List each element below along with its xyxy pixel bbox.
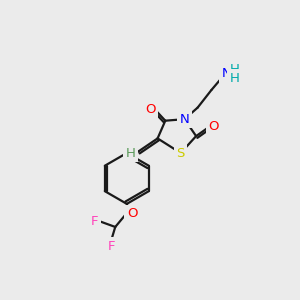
Text: F: F xyxy=(91,215,98,228)
Text: O: O xyxy=(208,120,219,133)
Text: H: H xyxy=(230,72,239,85)
Text: O: O xyxy=(146,103,156,116)
Text: S: S xyxy=(176,146,185,160)
Text: H: H xyxy=(230,63,239,76)
Text: N: N xyxy=(180,113,189,126)
Text: F: F xyxy=(108,240,115,253)
Text: O: O xyxy=(127,207,137,220)
Text: H: H xyxy=(126,146,136,160)
Text: N: N xyxy=(221,67,231,80)
